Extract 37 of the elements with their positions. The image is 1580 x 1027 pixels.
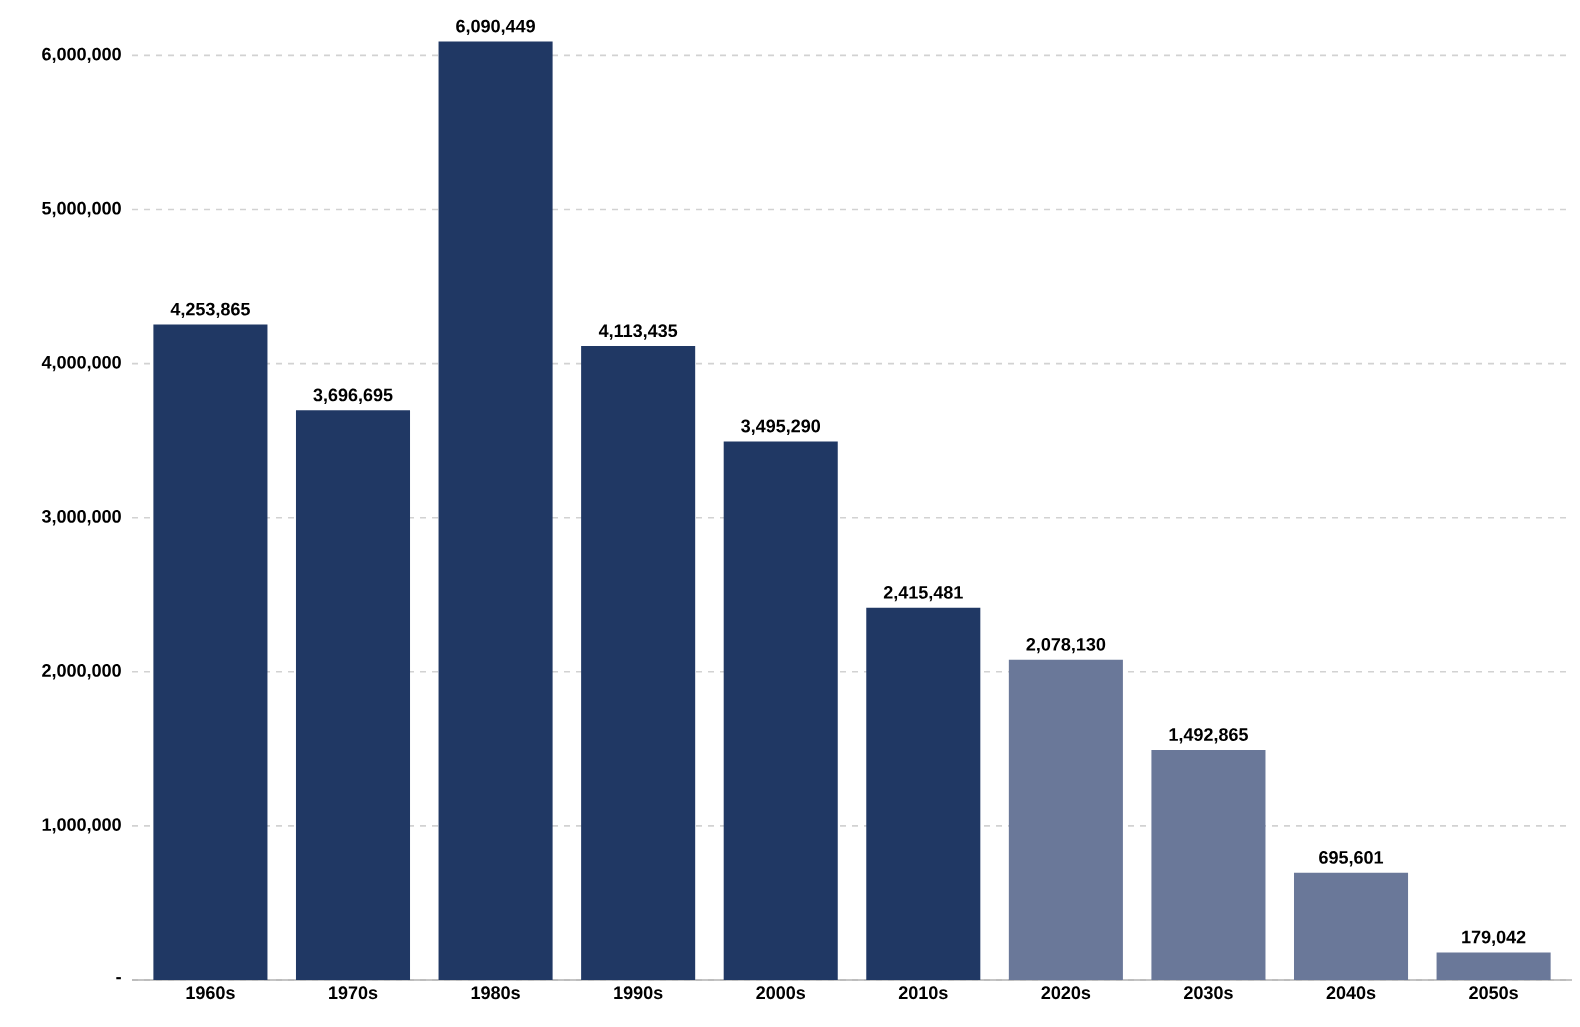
data-label: 3,495,290 [741,419,821,435]
bar [723,441,838,980]
data-label: 4,113,435 [598,324,678,340]
data-label: 179,042 [1462,930,1526,946]
data-label: 1,492,865 [1169,728,1248,744]
bar [581,346,696,980]
x-tick-label: 1970s [329,986,378,1000]
x-tick-label: 1960s [186,986,235,1000]
y-tick-label: 3,000,000 [41,510,121,526]
y-tick-label: 1,000,000 [42,818,121,834]
x-tick-label: 2040s [1326,986,1376,1000]
bar [1151,749,1266,980]
x-tick-label: 1990s [614,986,663,1000]
y-tick-label: 5,000,000 [42,201,121,218]
bar [1008,659,1123,980]
data-label: 2,415,481 [883,586,963,602]
y-tick-label: 4,000,000 [41,355,121,372]
bar [1294,872,1409,980]
data-label: 2,078,130 [1026,637,1106,654]
bar [1436,952,1551,980]
x-tick-label: 2020s [1041,986,1091,1000]
data-label: 695,601 [1319,851,1384,867]
y-tick-label: 6,000,000 [42,47,121,64]
y-tick-label: 2,000,000 [42,664,121,680]
x-tick-label: 2030s [1184,986,1233,1000]
bar [295,410,411,980]
data-label: 3,696,695 [313,388,393,404]
x-tick-label: 2000s [756,986,806,1000]
x-tick-label: 2010s [898,986,948,1000]
bar [153,324,268,980]
bar [438,41,553,980]
x-tick-label: 2050s [1469,986,1518,1000]
y-tick-label: - [116,977,121,980]
data-label: 6,090,449 [456,19,535,36]
x-tick-label: 1980s [471,986,520,1000]
data-label: 4,253,865 [170,302,250,319]
bar [866,607,981,980]
